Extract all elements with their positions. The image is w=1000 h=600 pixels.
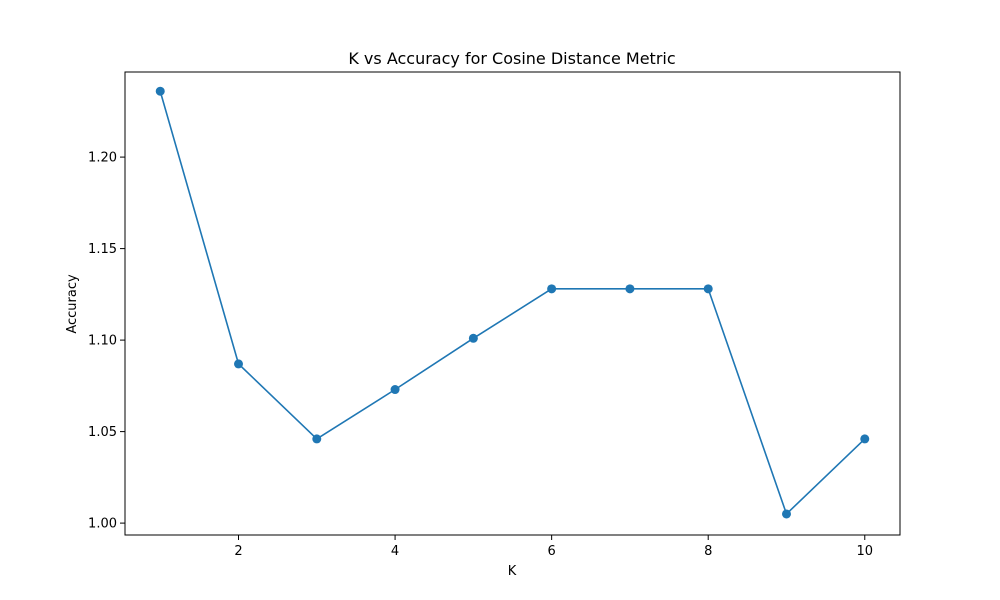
x-axis-ticks: 2 4 6 8 10	[234, 535, 873, 559]
x-tick-label: 8	[704, 544, 712, 559]
plot-series	[155, 86, 870, 519]
data-point	[234, 359, 244, 369]
axes-frame	[124, 71, 901, 536]
y-axis-label: Accuracy	[65, 274, 80, 334]
data-point	[468, 333, 478, 343]
y-tick-label: 1.10	[88, 334, 117, 349]
x-tick-label: 2	[234, 544, 242, 559]
x-axis-label: K	[508, 564, 517, 579]
data-point	[860, 434, 870, 444]
x-tick-label: 10	[856, 544, 873, 559]
series-line	[159, 90, 866, 515]
data-point	[547, 284, 557, 294]
data-point	[625, 284, 635, 294]
data-point	[703, 284, 713, 294]
y-tick-label: 1.00	[88, 517, 117, 532]
y-tick-label: 1.05	[88, 425, 117, 440]
x-tick-label: 4	[391, 544, 399, 559]
x-tick-label: 6	[548, 544, 556, 559]
y-tick-label: 1.15	[88, 242, 117, 257]
data-point	[155, 86, 165, 96]
chart-title: K vs Accuracy for Cosine Distance Metric	[348, 49, 675, 68]
y-tick-label: 1.20	[88, 151, 117, 166]
y-axis-ticks: 1.00 1.05 1.10 1.15 1.20	[88, 151, 125, 532]
data-point	[390, 385, 400, 395]
data-point	[312, 434, 322, 444]
data-point	[781, 509, 791, 519]
